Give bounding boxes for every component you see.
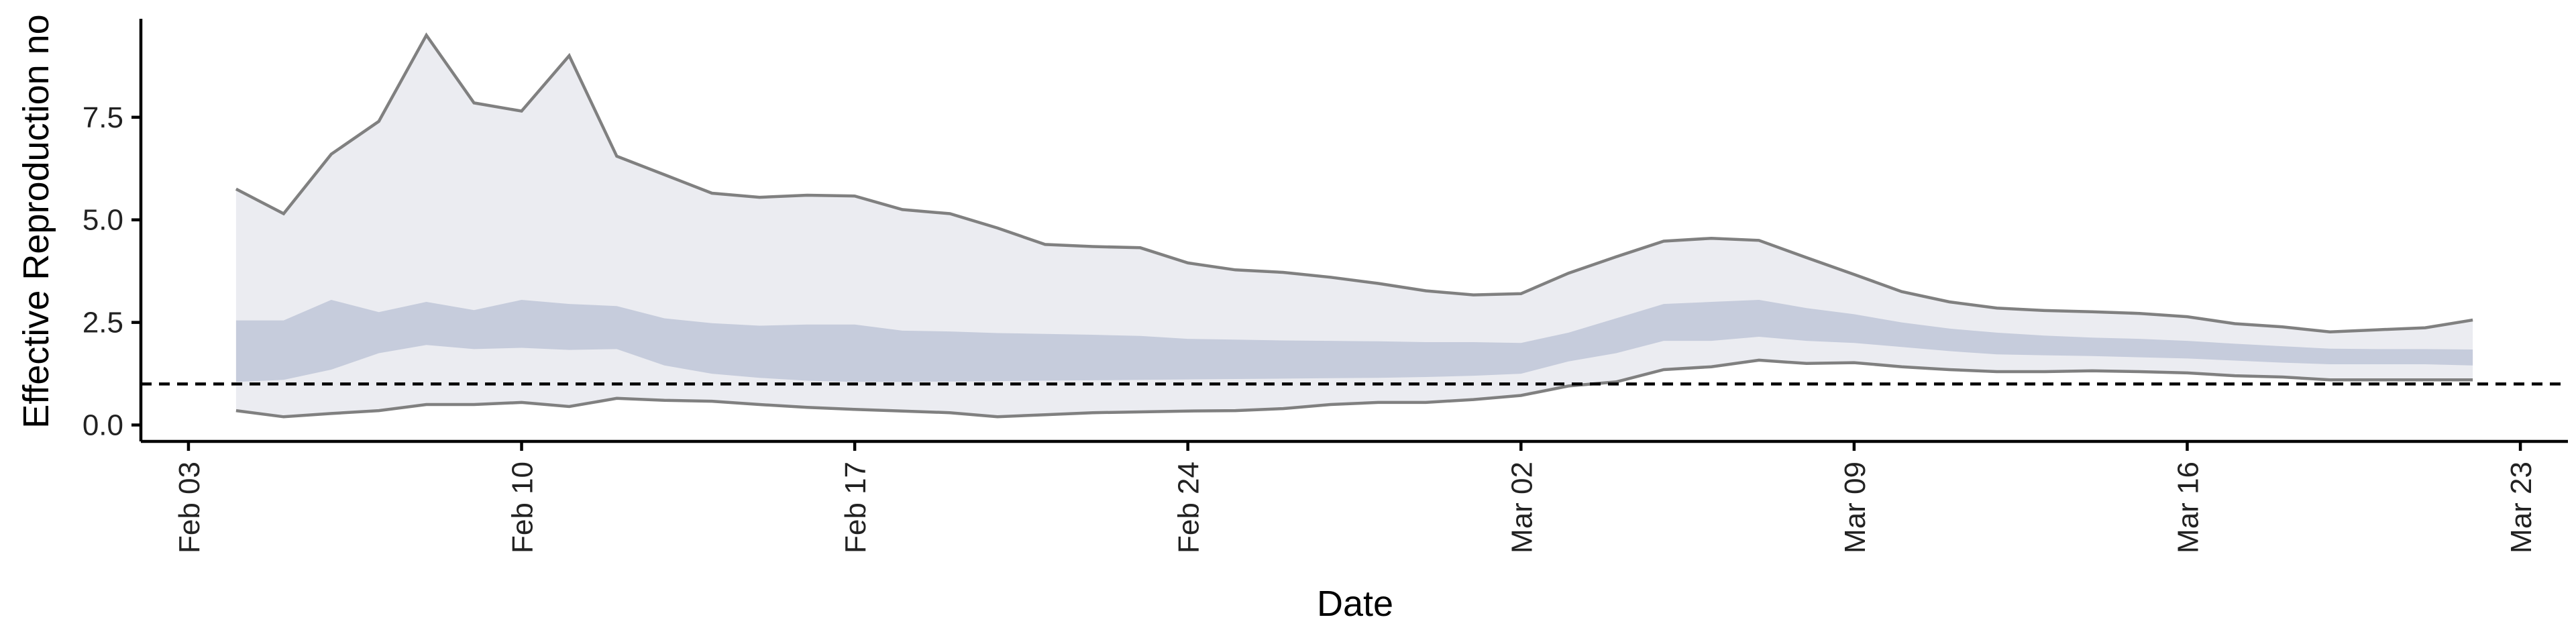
x-tick-label: Feb 24: [1173, 462, 1205, 553]
y-axis-title: Effective Reproduction no: [16, 14, 56, 428]
y-tick-label: 5.0: [83, 204, 123, 237]
y-tick-label: 2.5: [83, 307, 123, 339]
x-axis-title: Date: [1317, 584, 1393, 624]
credible-interval-bands: [235, 35, 2473, 417]
x-tick-label: Mar 23: [2505, 462, 2538, 553]
x-tick-label: Mar 02: [1505, 462, 1538, 553]
outer-interval-band: [235, 35, 2473, 417]
lower-bound-line: [235, 358, 2473, 419]
interval-bound-lines: [235, 32, 2473, 419]
y-tick-label: 7.5: [83, 101, 123, 134]
x-tick-label: Mar 09: [1839, 462, 1872, 553]
x-tick-label: Feb 03: [173, 462, 206, 553]
y-tick-label: 0.0: [83, 409, 123, 442]
inner-interval-band: [235, 300, 2473, 382]
x-tick-label: Feb 17: [839, 462, 872, 553]
upper-bound-line: [235, 32, 2473, 333]
x-tick-label: Feb 10: [506, 462, 539, 553]
y-axis-ticks: 0.0 2.5 5.0 7.5: [83, 101, 141, 442]
x-axis-ticks: Feb 03 Feb 10 Feb 17 Feb 24 Mar 02 Mar 09 Mar …: [173, 441, 2538, 553]
x-tick-label: Mar 16: [2172, 462, 2205, 553]
